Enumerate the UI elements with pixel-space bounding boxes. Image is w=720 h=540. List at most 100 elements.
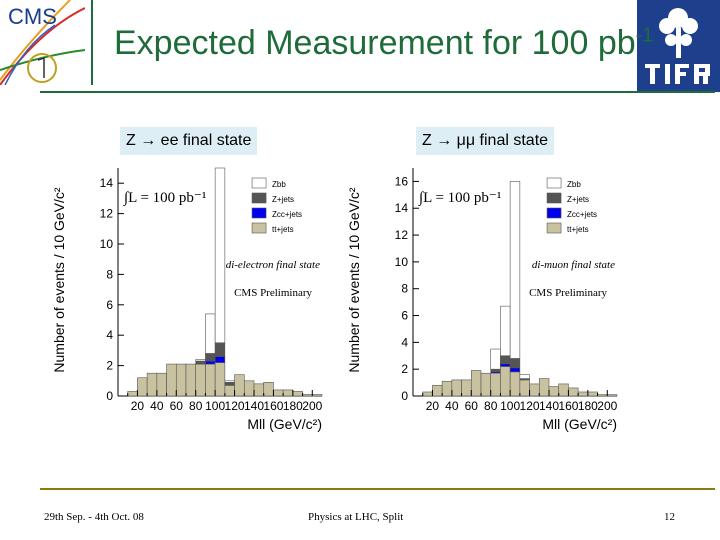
bar-ttjets: [224, 385, 235, 397]
bar-ttjets: [302, 394, 313, 397]
bar-ttjets: [500, 366, 511, 397]
x-tick-label: 60: [170, 399, 184, 413]
bar-ttjets: [451, 379, 462, 397]
bar-ttjets: [568, 387, 579, 397]
y-tick-label: 8: [106, 267, 113, 281]
bar-ttjets: [558, 383, 569, 397]
final-state-annotation: di-electron final state: [226, 259, 320, 271]
y-tick-label: 8: [401, 282, 408, 296]
bar-ttjets: [441, 380, 453, 397]
bar-ttjets: [529, 383, 540, 397]
bar-zjets: [205, 353, 216, 362]
bar-ttjets: [273, 389, 284, 397]
x-tick-label: 140: [539, 399, 559, 413]
y-tick-label: 12: [100, 207, 114, 221]
x-tick-label: 160: [263, 399, 283, 413]
title-underline: [40, 91, 715, 93]
footer-divider: [40, 488, 715, 490]
cms-logo-text: CMS: [8, 4, 57, 29]
x-tick-label: 200: [302, 399, 322, 413]
y-axis-title: Number of events / 10 GeV/c²: [51, 187, 67, 373]
bar-zjets: [509, 358, 521, 369]
bar-zbb: [519, 374, 530, 379]
bar-zbb: [205, 313, 216, 354]
bar-zbb: [195, 359, 206, 362]
bar-zbb: [224, 380, 235, 383]
legend-swatch-zjets: [546, 192, 562, 204]
x-tick-label: 80: [189, 399, 203, 413]
legend-label: Z+jets: [272, 195, 294, 204]
y-tick-label: 4: [106, 328, 113, 342]
tifr-logo: [637, 0, 720, 92]
y-tick-label: 10: [395, 255, 409, 269]
mumu-mass-histogram: 0 2 4 6 8 10 12 14 16 20 40 60 80 100 120 140 160 180 200 M…: [346, 168, 618, 432]
legend-label: Zbb: [567, 180, 581, 189]
bar-ttjets: [234, 374, 245, 397]
bar-ttjets: [519, 379, 530, 397]
y-tick-label: 6: [401, 309, 408, 323]
footer-conference: Physics at LHC, Split: [308, 511, 404, 523]
ee-mass-histogram: 0 2 4 6 8 10 12 14 20 40 60 80 100 120 140 160 180 200 Mll…: [51, 167, 323, 432]
x-tick-label: 60: [465, 399, 479, 413]
bar-ttjets: [422, 391, 433, 397]
bar-ttjets: [461, 379, 472, 397]
bar-ttjets: [282, 389, 294, 397]
bar-zjets: [195, 360, 206, 365]
bar-ttjets: [432, 384, 443, 397]
bar-zccjets: [205, 360, 216, 365]
footer-page-number: 12: [664, 511, 675, 523]
cms-preliminary-annotation: CMS Preliminary: [529, 287, 607, 299]
bar-zccjets: [214, 356, 226, 363]
bar-ttjets: [480, 372, 492, 397]
x-tick-label: 180: [578, 399, 598, 413]
legend-swatch-ttjets: [251, 222, 267, 234]
bar-ttjets: [606, 394, 618, 397]
x-tick-label: 40: [150, 399, 164, 413]
y-tick-label: 2: [106, 359, 113, 373]
bar-ttjets: [243, 380, 255, 397]
legend-label: Zcc+jets: [567, 210, 597, 219]
ee-panel-label: Z → ee final state: [120, 127, 258, 155]
x-tick-label: 140: [244, 399, 264, 413]
bar-ttjets: [597, 394, 608, 397]
legend-swatch-ttjets: [546, 222, 562, 234]
bar-ttjets: [185, 363, 197, 397]
footer-date: 29th Sep. - 4th Oct. 08: [44, 511, 144, 523]
bar-ttjets: [137, 377, 148, 397]
final-state-annotation: di-muon final state: [532, 259, 615, 271]
x-axis-title: Mll (GeV/c²): [542, 416, 617, 432]
x-tick-label: 120: [225, 399, 245, 413]
bar-ttjets: [509, 371, 521, 397]
legend-swatch-zccjets: [251, 207, 267, 219]
x-tick-label: 180: [283, 399, 303, 413]
legend-label: tt+jets: [567, 225, 589, 234]
x-axis-title: Mll (GeV/c²): [247, 416, 322, 432]
bar-ttjets: [470, 370, 482, 397]
legend-swatch-zbb: [546, 177, 562, 189]
bar-ttjets: [205, 363, 216, 397]
legend-label: tt+jets: [272, 225, 294, 234]
y-tick-label: 10: [100, 237, 114, 251]
bar-ttjets: [166, 363, 177, 397]
bar-ttjets: [175, 363, 187, 397]
bar-zjets: [490, 368, 501, 373]
cms-logo: CMS: [0, 0, 85, 85]
bar-ttjets: [311, 394, 323, 397]
x-tick-label: 120: [520, 399, 540, 413]
bar-zbb: [500, 305, 511, 357]
page-title: Expected Measurement for 100 pb-1: [114, 24, 654, 62]
legend-swatch-zjets: [251, 192, 267, 204]
bar-ttjets: [292, 391, 303, 397]
mumu-panel-label: Z → μμ final state: [416, 127, 555, 155]
y-axis-title: Number of events / 10 GeV/c²: [346, 187, 362, 373]
bar-ttjets: [587, 391, 598, 397]
y-tick-label: 14: [100, 176, 114, 190]
bar-zjets: [214, 342, 226, 357]
x-tick-label: 20: [426, 399, 440, 413]
bar-zccjets: [500, 363, 511, 367]
luminosity-label: ∫L = 100 pb⁻¹: [123, 190, 206, 206]
bar-ttjets: [263, 382, 274, 397]
y-tick-label: 12: [395, 228, 409, 242]
bar-ttjets: [214, 362, 226, 397]
x-tick-label: 20: [131, 399, 145, 413]
